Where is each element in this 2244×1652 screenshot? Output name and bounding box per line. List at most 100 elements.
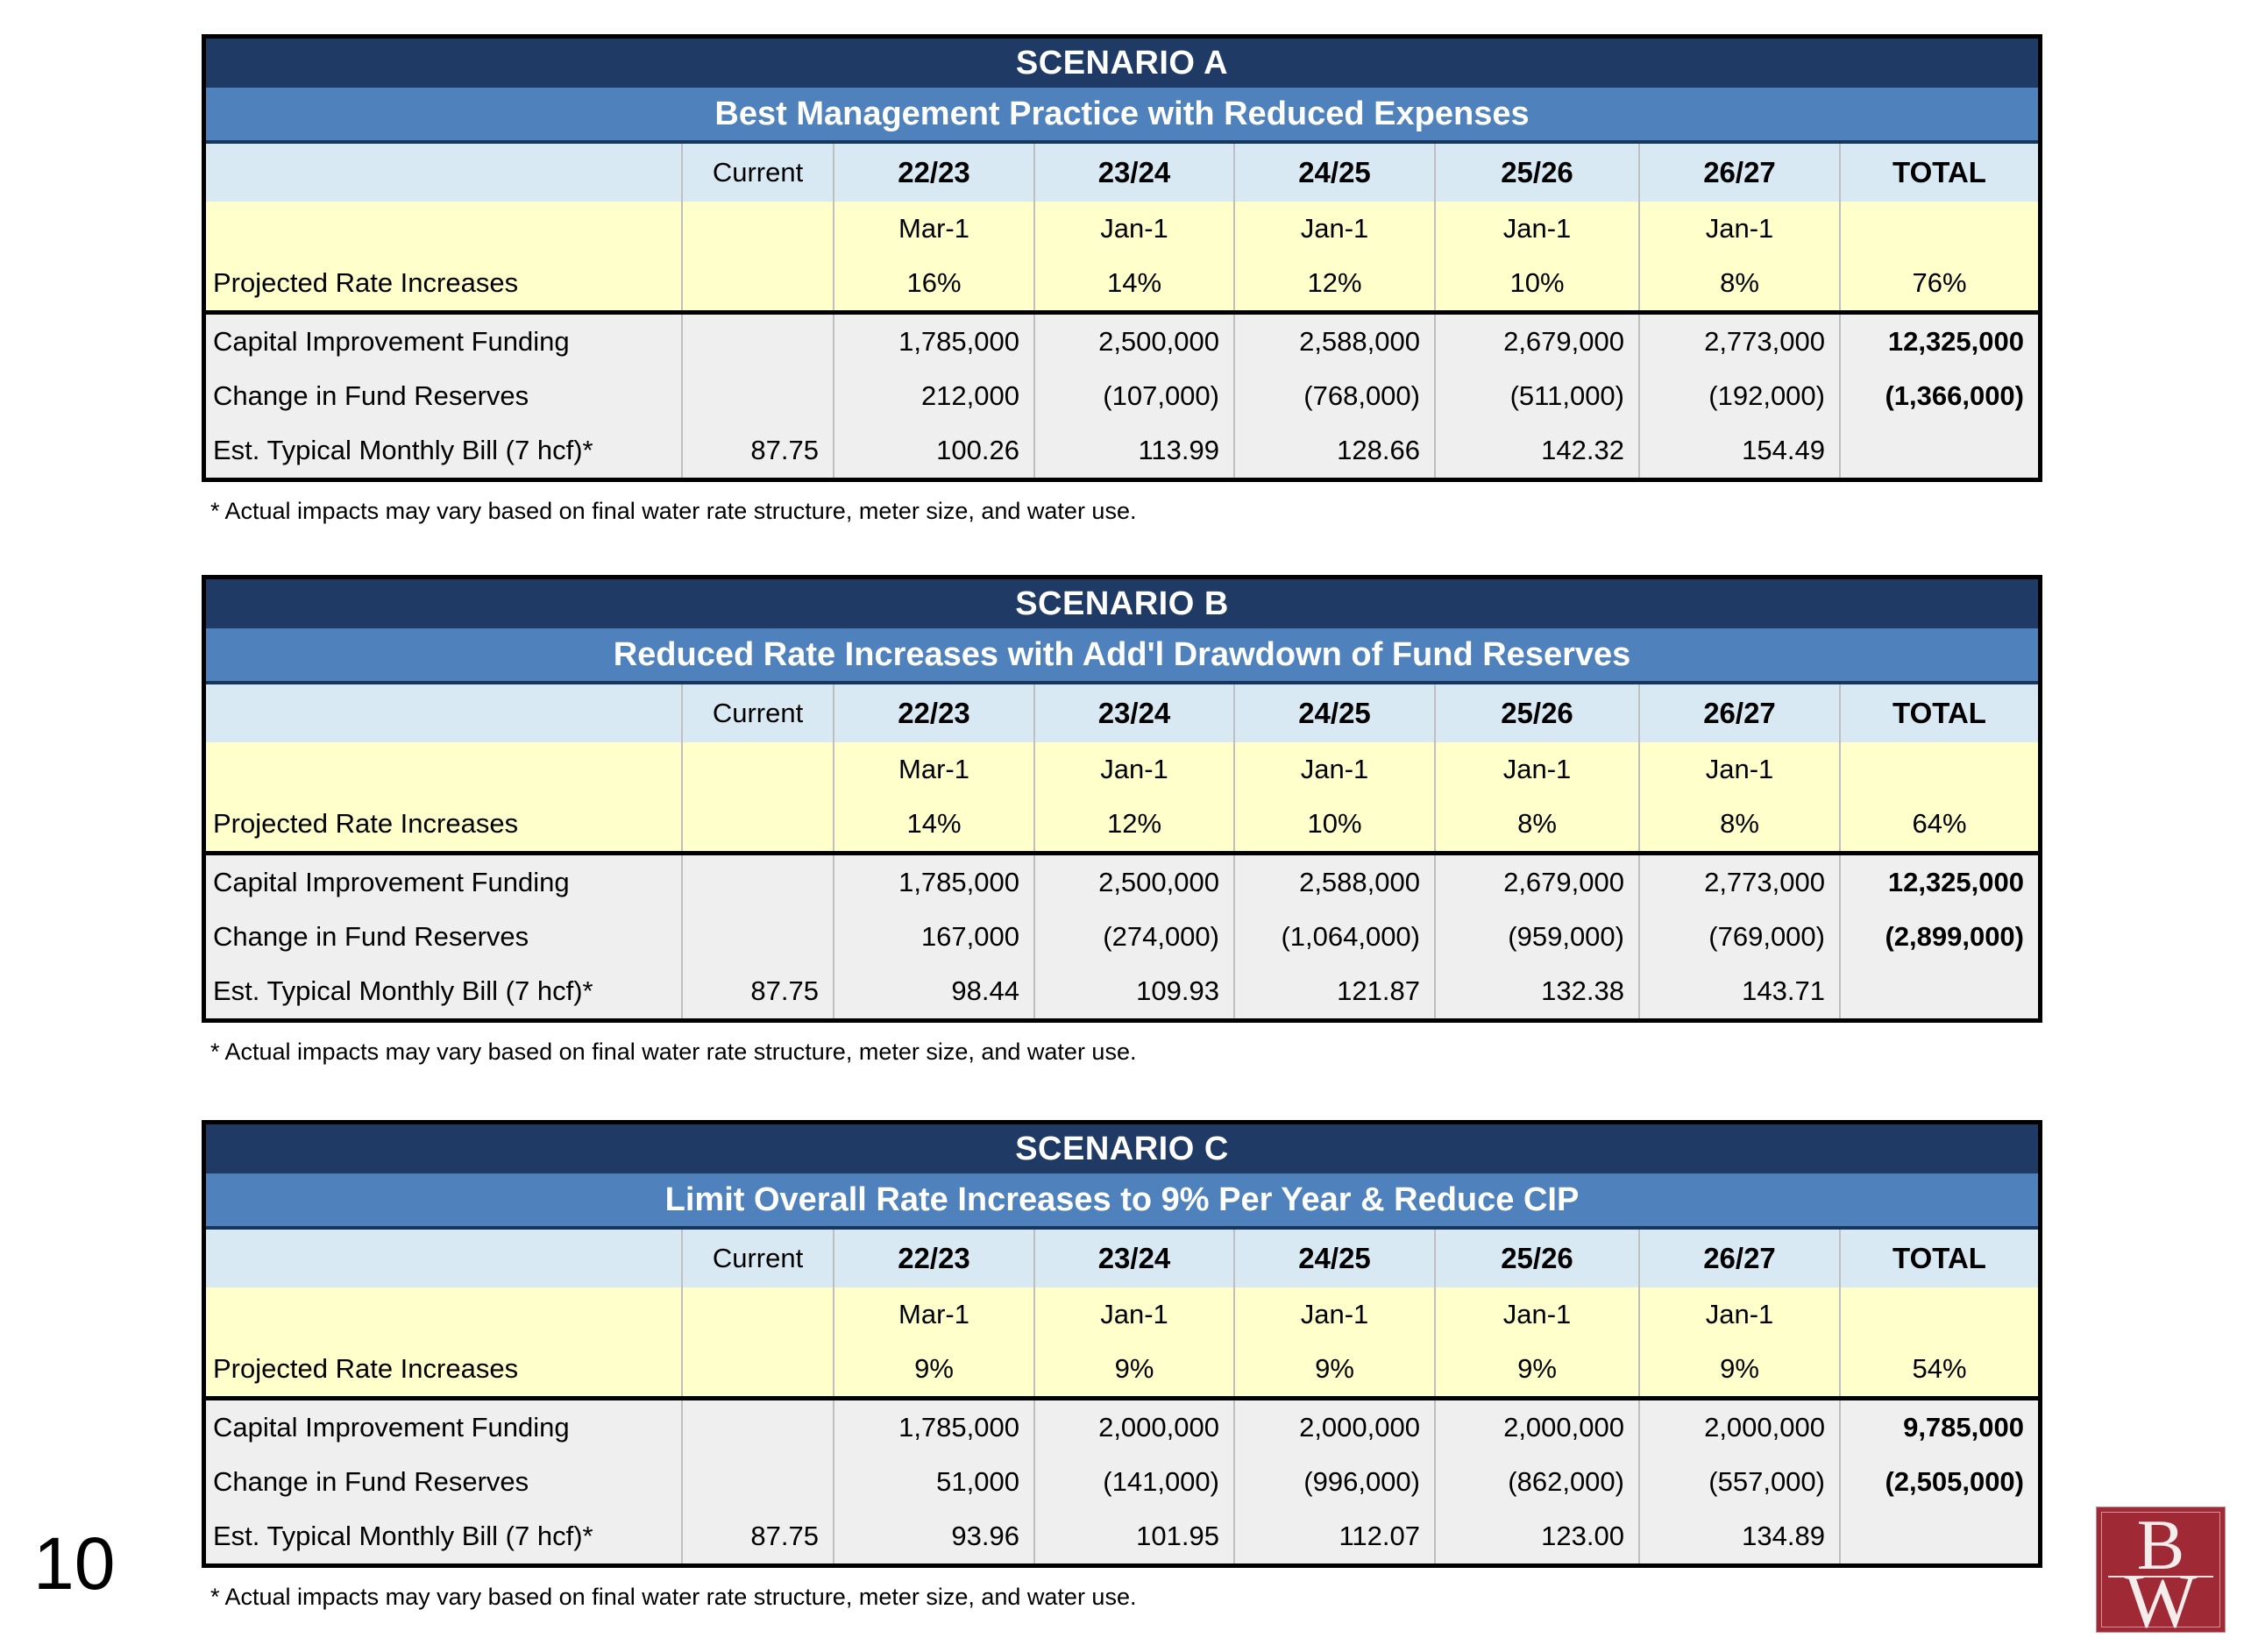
logo-divider-line xyxy=(2108,1576,2213,1578)
col-header-total: TOTAL xyxy=(1839,144,2038,202)
col-header-23-24: 23/24 xyxy=(1033,684,1233,742)
capital-value-22-23: 1,785,000 xyxy=(833,1400,1033,1455)
col-header-22-23: 22/23 xyxy=(833,144,1033,202)
scenario-title: SCENARIO C xyxy=(206,1124,2038,1173)
col-header-22-23: 22/23 xyxy=(833,684,1033,742)
rate-percent: 10% xyxy=(1509,267,1565,298)
rate-percent: 14% xyxy=(1106,267,1162,298)
row-label-monthly-bill: Est. Typical Monthly Bill (7 hcf)* xyxy=(213,975,593,1006)
scenario-table: SCENARIO B Reduced Rate Increases with A… xyxy=(202,575,2042,1023)
rate-date xyxy=(683,202,833,256)
rate-label-spacer xyxy=(206,202,681,256)
capital-value-23-24: 2,000,000 xyxy=(1033,1400,1233,1455)
bill-value-23-24: 101.95 xyxy=(1033,1509,1233,1563)
capital-value-22-23: 1,785,000 xyxy=(833,315,1033,369)
capital-value-26-27: 2,000,000 xyxy=(1638,1400,1839,1455)
col-header-current: Current xyxy=(681,684,833,742)
rate-cell-26-27: Jan-1 8% xyxy=(1638,202,1839,310)
reserves-value-24-25: (768,000) xyxy=(1233,369,1434,423)
rate-cell-25-26: Jan-1 8% xyxy=(1434,742,1638,851)
projected-rate-row: Projected Rate Increases Mar-1 14% Jan-1… xyxy=(206,742,2038,851)
rate-percent: 76% xyxy=(1912,267,1967,298)
rate-label-spacer xyxy=(206,742,681,797)
rate-cell-24-25: Jan-1 12% xyxy=(1233,202,1434,310)
scenario-title: SCENARIO A xyxy=(206,39,2038,88)
col-header-24-25: 24/25 xyxy=(1233,684,1434,742)
projected-rate-row: Projected Rate Increases Mar-1 16% Jan-1… xyxy=(206,202,2038,310)
bill-value-26-27: 143.71 xyxy=(1638,964,1839,1018)
rate-cell-23-24: Jan-1 12% xyxy=(1033,742,1233,851)
rate-date: Mar-1 xyxy=(898,754,969,784)
reserves-value-25-26: (511,000) xyxy=(1434,369,1638,423)
rate-date: Jan-1 xyxy=(1300,213,1369,244)
col-header-26-27: 26/27 xyxy=(1638,1230,1839,1287)
rate-date: Mar-1 xyxy=(898,213,969,244)
footnote: * Actual impacts may vary based on final… xyxy=(210,1039,1137,1065)
capital-value-total: 12,325,000 xyxy=(1839,855,2038,910)
scenario-table: SCENARIO A Best Management Practice with… xyxy=(202,34,2042,482)
rate-percent: 54% xyxy=(1912,1353,1967,1384)
col-header-total: TOTAL xyxy=(1839,684,2038,742)
rate-date: Jan-1 xyxy=(1300,1299,1369,1329)
rate-label-spacer xyxy=(206,1287,681,1342)
rate-date: Mar-1 xyxy=(898,1299,969,1329)
capital-value-22-23: 1,785,000 xyxy=(833,855,1033,910)
rate-percent: 64% xyxy=(1912,808,1967,839)
bill-value-26-27: 134.89 xyxy=(1638,1509,1839,1563)
rate-cell-total: 76% xyxy=(1839,202,2038,310)
bill-value-25-26: 142.32 xyxy=(1434,423,1638,478)
col-header-25-26: 25/26 xyxy=(1434,1230,1638,1287)
rate-cell-current xyxy=(681,742,833,851)
capital-value-26-27: 2,773,000 xyxy=(1638,315,1839,369)
rate-cell-24-25: Jan-1 10% xyxy=(1233,742,1434,851)
rate-percent xyxy=(683,797,833,851)
rate-percent xyxy=(683,256,833,310)
reserves-value-current xyxy=(681,910,833,964)
rate-cell-23-24: Jan-1 9% xyxy=(1033,1287,1233,1396)
col-header-24-25: 24/25 xyxy=(1233,1230,1434,1287)
rate-cell-25-26: Jan-1 10% xyxy=(1434,202,1638,310)
rate-percent: 9% xyxy=(1114,1353,1154,1384)
rate-label-cell: Projected Rate Increases xyxy=(206,202,681,310)
col-header-total: TOTAL xyxy=(1839,1230,2038,1287)
scenario-title: SCENARIO B xyxy=(206,579,2038,628)
col-header-25-26: 25/26 xyxy=(1434,144,1638,202)
row-label-projected-rate: Projected Rate Increases xyxy=(213,808,519,839)
page-number: 10 xyxy=(33,1522,116,1605)
rate-cell-total: 54% xyxy=(1839,1287,2038,1396)
capital-value-current xyxy=(681,315,833,369)
reserves-value-22-23: 212,000 xyxy=(833,369,1033,423)
reserves-value-26-27: (769,000) xyxy=(1638,910,1839,964)
scenario-b-section: SCENARIO B Reduced Rate Increases with A… xyxy=(202,575,2042,1066)
row-label-monthly-bill: Est. Typical Monthly Bill (7 hcf)* xyxy=(213,1521,593,1551)
reserves-value-total: (2,899,000) xyxy=(1839,910,2038,964)
scenario-a-section: SCENARIO A Best Management Practice with… xyxy=(202,34,2042,525)
bill-value-22-23: 93.96 xyxy=(833,1509,1033,1563)
rate-percent: 9% xyxy=(1315,1353,1354,1384)
rate-cell-current xyxy=(681,1287,833,1396)
capital-value-23-24: 2,500,000 xyxy=(1033,315,1233,369)
rate-percent: 12% xyxy=(1307,267,1362,298)
rate-cell-24-25: Jan-1 9% xyxy=(1233,1287,1434,1396)
logo-inner-border xyxy=(2101,1512,2220,1627)
capital-value-24-25: 2,588,000 xyxy=(1233,315,1434,369)
rate-cell-22-23: Mar-1 14% xyxy=(833,742,1033,851)
data-rows-block: Capital Improvement Funding 1,785,000 2,… xyxy=(206,1396,2038,1563)
reserves-value-24-25: (996,000) xyxy=(1233,1455,1434,1509)
capital-value-total: 9,785,000 xyxy=(1839,1400,2038,1455)
footnote: * Actual impacts may vary based on final… xyxy=(210,498,1137,524)
data-rows-block: Capital Improvement Funding 1,785,000 2,… xyxy=(206,310,2038,478)
bill-value-26-27: 154.49 xyxy=(1638,423,1839,478)
bill-value-25-26: 132.38 xyxy=(1434,964,1638,1018)
col-header-current: Current xyxy=(681,1230,833,1287)
rate-percent: 8% xyxy=(1720,808,1759,839)
col-header-current: Current xyxy=(681,144,833,202)
col-header-26-27: 26/27 xyxy=(1638,684,1839,742)
bill-value-23-24: 109.93 xyxy=(1033,964,1233,1018)
rate-date xyxy=(1841,1287,2038,1342)
capital-value-total: 12,325,000 xyxy=(1839,315,2038,369)
capital-value-25-26: 2,679,000 xyxy=(1434,855,1638,910)
rate-label-cell: Projected Rate Increases xyxy=(206,742,681,851)
scenario-c-section: SCENARIO C Limit Overall Rate Increases … xyxy=(202,1120,2042,1611)
